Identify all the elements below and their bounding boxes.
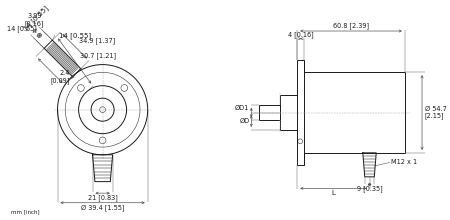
Text: 3.99
[0.16]: 3.99 [0.16] [25, 13, 45, 27]
Text: M12 x 1: M12 x 1 [391, 160, 417, 165]
Text: L: L [332, 190, 335, 196]
Text: 2.4
[0.09]: 2.4 [0.09] [50, 70, 70, 84]
Text: 14 [0.55]: 14 [0.55] [22, 5, 50, 32]
Text: 30.7 [1.21]: 30.7 [1.21] [81, 52, 117, 59]
Text: 34.9 [1.37]: 34.9 [1.37] [79, 38, 115, 44]
Text: 21 [0.83]: 21 [0.83] [88, 194, 117, 201]
Text: Ø 54.7
[2.15]: Ø 54.7 [2.15] [425, 106, 447, 119]
Text: 4 [0.16]: 4 [0.16] [288, 31, 314, 38]
Text: ØD1: ØD1 [235, 105, 249, 111]
Text: 14 [0.55]: 14 [0.55] [59, 32, 91, 39]
Text: mm [inch]: mm [inch] [11, 209, 40, 214]
Text: 60.8 [2.39]: 60.8 [2.39] [333, 22, 369, 29]
Text: Ø 39.4 [1.55]: Ø 39.4 [1.55] [81, 204, 124, 211]
Text: ØD: ØD [239, 118, 249, 124]
Text: 14 [0.55]: 14 [0.55] [6, 26, 36, 32]
Text: 9 [0.35]: 9 [0.35] [357, 185, 382, 192]
